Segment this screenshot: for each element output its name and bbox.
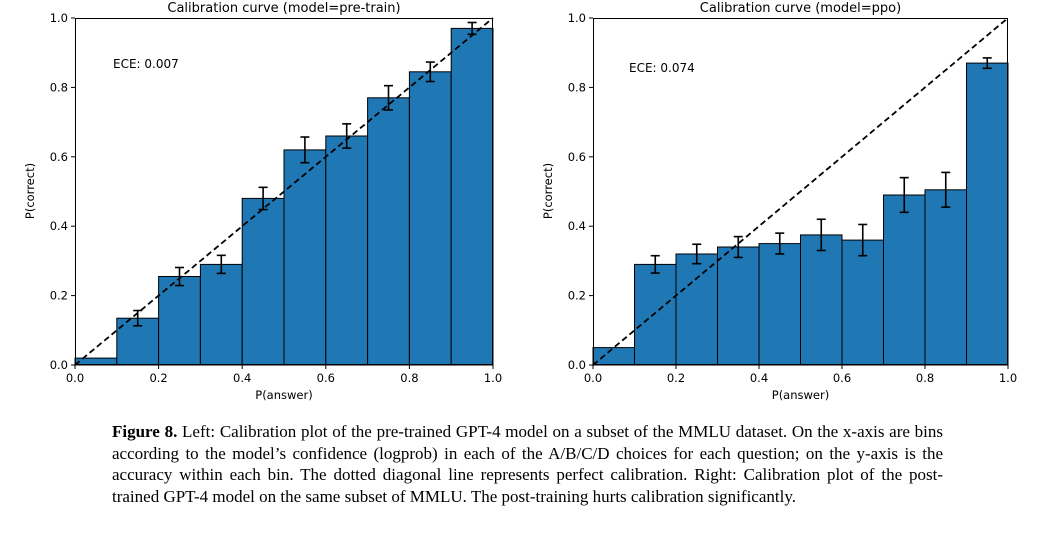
bar <box>408 71 452 366</box>
bar <box>800 234 843 366</box>
x-tick-label: 0.8 <box>400 371 418 385</box>
bar <box>241 197 285 366</box>
bar <box>367 97 410 366</box>
x-tick-label: 0.6 <box>317 371 335 385</box>
diagonal-reference-line <box>74 17 494 366</box>
bar <box>717 246 760 366</box>
axes-box <box>593 18 1008 365</box>
x-tick-label: 0.0 <box>66 371 84 385</box>
bar <box>758 243 801 366</box>
bar <box>325 135 369 366</box>
bar <box>924 189 967 366</box>
x-axis-label-pretrain: P(answer) <box>255 388 313 402</box>
caption-text: Left: Calibration plot of the pre-traine… <box>112 422 943 506</box>
y-tick-label: 1.0 <box>568 11 586 25</box>
y-tick-label: 0.8 <box>568 80 586 94</box>
bar <box>966 62 1009 366</box>
pretrain-plot-area: 0.0 0.2 0.4 0.6 0.8 1.0 0.0 0.2 0.4 0.6 0.8 1.0 <box>50 11 502 385</box>
diagonal-reference-line <box>592 17 1009 366</box>
y-axis-label-pretrain: P(correct) <box>23 162 37 220</box>
y-tick-label: 1.0 <box>50 11 68 25</box>
x-tick-label: 1.0 <box>999 371 1017 385</box>
chart-title-pretrain: Calibration curve (model=pre-train) <box>167 1 401 16</box>
x-tick-label: 0.6 <box>833 371 851 385</box>
x-tick-label: 0.4 <box>233 371 251 385</box>
axes-box <box>75 18 493 365</box>
bar <box>592 347 635 366</box>
bar <box>634 263 677 366</box>
figure-caption: Figure 8. Left: Calibration plot of the … <box>112 421 943 507</box>
y-tick-label: 0.0 <box>50 358 68 372</box>
y-axis-label-ppo: P(correct) <box>541 162 555 220</box>
bar <box>158 276 201 366</box>
x-tick-label: 0.8 <box>916 371 934 385</box>
x-tick-label: 0.2 <box>667 371 685 385</box>
calibration-chart-ppo: 0.0 0.2 0.4 0.6 0.8 1.0 0.0 0.2 0.4 0.6 0.8 1.0 Cal… <box>527 0 1054 412</box>
y-tick-label: 0.0 <box>568 358 586 372</box>
x-axis-label-ppo: P(answer) <box>771 388 830 402</box>
y-tick-label: 0.4 <box>50 219 68 233</box>
bar <box>883 194 926 366</box>
bar <box>74 357 118 366</box>
y-tick-label: 0.2 <box>568 289 586 303</box>
y-tick-label: 0.6 <box>50 150 68 164</box>
bar <box>450 27 494 366</box>
y-tick-label: 0.4 <box>568 219 586 233</box>
bar <box>283 149 327 366</box>
x-tick-label: 0.4 <box>750 371 768 385</box>
ece-annotation-pretrain: ECE: 0.007 <box>113 57 179 71</box>
chart-title-ppo: Calibration curve (model=ppo) <box>699 1 902 16</box>
y-tick-label: 0.6 <box>568 150 586 164</box>
bar <box>675 253 718 366</box>
bar <box>841 239 884 366</box>
ece-annotation-ppo: ECE: 0.074 <box>629 61 695 75</box>
ppo-plot-area: 0.0 0.2 0.4 0.6 0.8 1.0 0.0 0.2 0.4 0.6 0.8 1.0 <box>568 11 1017 385</box>
x-tick-label: 1.0 <box>484 371 502 385</box>
x-tick-label: 0.2 <box>149 371 167 385</box>
figure-label: Figure 8. <box>112 422 178 441</box>
calibration-chart-pretrain: 0.0 0.2 0.4 0.6 0.8 1.0 0.0 0.2 0.4 0.6 0.8 1.0 Cal… <box>0 0 527 412</box>
x-tick-label: 0.0 <box>584 371 602 385</box>
y-tick-label: 0.8 <box>50 80 68 94</box>
bar <box>199 263 243 366</box>
y-tick-label: 0.2 <box>50 289 68 303</box>
